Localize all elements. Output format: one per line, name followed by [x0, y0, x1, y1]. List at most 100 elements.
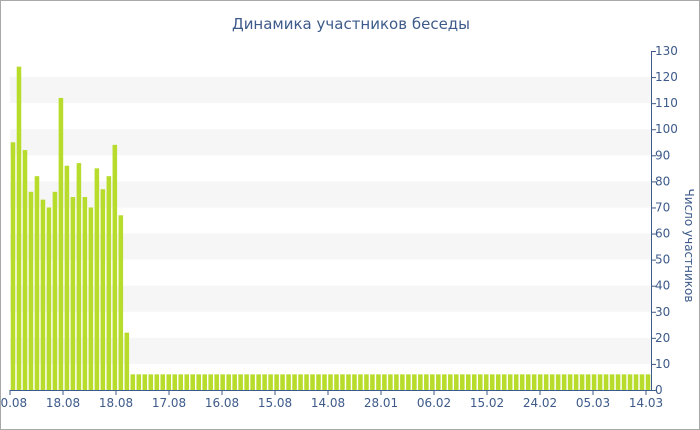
x-tick-label: 17.08: [152, 396, 186, 410]
y-tick-label: 30: [655, 305, 670, 319]
x-axis-ticks: 20.08 18.08 18.08 17.08 16.08 15.08 14.08 28.01…: [1, 390, 663, 410]
x-tick-label: 18.08: [46, 396, 80, 410]
bar: [352, 374, 357, 390]
bar: [226, 374, 231, 390]
grid-band: [10, 129, 651, 156]
bar: [172, 374, 178, 390]
bar: [160, 374, 166, 390]
bar: [579, 374, 585, 390]
bar: [531, 374, 537, 390]
bar: [525, 374, 531, 390]
bars-group: [10, 66, 651, 391]
bar: [418, 374, 423, 390]
x-tick-label: 05.03: [576, 396, 610, 410]
bar: [136, 374, 142, 390]
x-tick-label: 15.08: [258, 396, 292, 410]
bar: [298, 374, 303, 390]
bar: [274, 374, 279, 390]
bar: [190, 374, 195, 390]
bar: [322, 374, 327, 390]
x-tick-label: 20.08: [1, 396, 27, 410]
bar: [286, 374, 291, 390]
x-tick-label: 14.08: [311, 396, 345, 410]
y-axis-ticks: 0 10 20 30 40 50 60 70 80 90 100 110 120 130: [651, 44, 678, 397]
bar: [376, 374, 381, 390]
y-tick-label: 80: [655, 174, 670, 188]
x-tick-label: 24.02: [523, 396, 557, 410]
bar: [394, 374, 399, 390]
bar: [166, 374, 172, 390]
bar: [64, 165, 70, 390]
bar: [196, 374, 201, 390]
bar: [70, 197, 76, 390]
bar: [430, 374, 435, 390]
bar: [412, 374, 417, 390]
bar: [52, 191, 58, 390]
bar: [639, 374, 645, 390]
bar: [609, 374, 615, 390]
bar: [256, 374, 261, 390]
bar: [477, 374, 483, 390]
bar: [460, 374, 465, 390]
grid-band: [10, 77, 651, 104]
y-tick-label: 70: [655, 200, 670, 214]
y-tick-label: 10: [655, 357, 670, 371]
bar: [112, 144, 118, 390]
bar: [94, 168, 100, 390]
bar: [406, 374, 411, 390]
bar: [585, 374, 591, 390]
bar: [202, 374, 207, 390]
bar: [561, 374, 567, 390]
bar: [364, 374, 369, 390]
bar: [346, 374, 351, 390]
bar: [567, 374, 573, 390]
grid-band: [10, 233, 651, 260]
x-tick-label: 14.03: [629, 396, 663, 410]
bar: [621, 374, 627, 390]
bar: [489, 374, 495, 390]
bar: [382, 374, 387, 390]
bar: [148, 374, 154, 390]
bar: [118, 215, 124, 390]
y-tick-label: 40: [655, 279, 670, 293]
bar: [292, 374, 297, 390]
bar: [232, 374, 237, 390]
y-tick-label: 90: [655, 148, 670, 162]
y-tick-label: 0: [655, 383, 663, 397]
bar: [316, 374, 321, 390]
bar: [591, 374, 597, 390]
bar: [537, 374, 543, 390]
bar: [615, 374, 621, 390]
bar: [442, 374, 447, 390]
background-bands: [10, 77, 651, 364]
bar: [328, 374, 333, 390]
bar: [88, 207, 94, 390]
bar: [304, 374, 309, 390]
chart-title: Динамика участников беседы: [232, 15, 470, 33]
bar: [310, 374, 315, 390]
bar: [208, 374, 213, 390]
bar: [501, 374, 507, 390]
x-tick-label: 15.02: [470, 396, 504, 410]
bar: [250, 374, 255, 390]
bar: [22, 150, 28, 390]
x-tick-label: 18.08: [99, 396, 133, 410]
x-tick-label: 16.08: [205, 396, 239, 410]
y-tick-label: 20: [655, 331, 670, 345]
bar: [507, 374, 513, 390]
bar: [220, 374, 225, 390]
bar: [370, 374, 375, 390]
bar: [280, 374, 285, 390]
bar: [400, 374, 405, 390]
bar: [34, 176, 40, 390]
bar: [603, 374, 609, 390]
y-tick-label: 50: [655, 253, 670, 267]
bar: [244, 374, 249, 390]
bar: [519, 374, 525, 390]
bar: [645, 374, 651, 390]
bar: [495, 374, 501, 390]
bar: [597, 374, 603, 390]
grid-band: [10, 181, 651, 208]
